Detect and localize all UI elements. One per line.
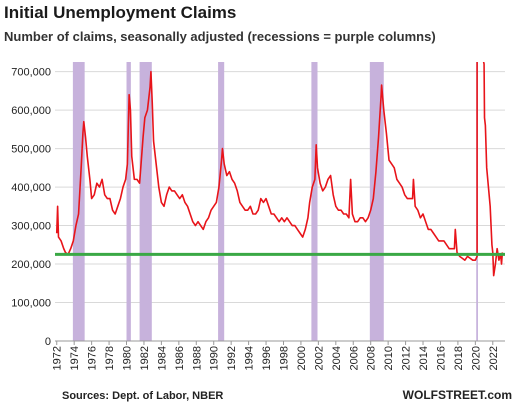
x-tick-label: 2004	[331, 346, 343, 370]
y-tick-label: 700,000	[11, 67, 51, 79]
x-tick-label: 1994	[244, 346, 256, 370]
chart-subtitle: Number of claims, seasonally adjusted (r…	[4, 29, 436, 44]
recession-column	[126, 62, 131, 341]
y-tick-label: 500,000	[11, 144, 51, 156]
x-tick-label: 2010	[383, 346, 395, 370]
x-tick-label: 2008	[366, 346, 378, 370]
x-tick-label: 1976	[87, 346, 99, 370]
x-tick-label: 1996	[261, 346, 273, 370]
x-tick-label: 2022	[488, 346, 500, 370]
x-tick-label: 1988	[191, 346, 203, 370]
x-tick-label: 1980	[122, 346, 134, 370]
source: Sources: Dept. of Labor, NBER	[62, 390, 223, 402]
y-tick-label: 0	[45, 336, 51, 348]
x-tick-label: 2018	[453, 346, 465, 370]
y-tick-label: 400,000	[11, 182, 51, 194]
x-tick-label: 1986	[174, 346, 186, 370]
x-tick-label: 1972	[52, 346, 64, 370]
x-tick-label: 1990	[209, 346, 221, 370]
x-tick-label: 1992	[226, 346, 238, 370]
brand: WOLFSTREET.com	[403, 388, 512, 402]
x-tick-label: 2020	[470, 346, 482, 370]
claims-line	[55, 62, 504, 277]
x-tick-label: 2014	[418, 346, 430, 370]
x-tick-label: 2016	[435, 346, 447, 370]
y-tick-label: 600,000	[11, 105, 51, 117]
x-tick-label: 2012	[401, 346, 413, 370]
recession-column	[311, 62, 318, 341]
x-tick-label: 1998	[278, 346, 290, 370]
x-tick-label: 1974	[69, 346, 81, 370]
x-tick-label: 1982	[139, 346, 151, 370]
recession-column	[369, 62, 384, 341]
recession-column	[139, 62, 152, 341]
y-tick-label: 200,000	[11, 259, 51, 271]
y-tick-label: 300,000	[11, 221, 51, 233]
x-tick-label: 1978	[104, 346, 116, 370]
y-tick-label: 100,000	[11, 298, 51, 310]
x-tick-label: 1984	[156, 346, 168, 370]
recession-column	[218, 62, 225, 341]
x-tick-label: 2000	[296, 346, 308, 370]
chart-title: Initial Unemployment Claims	[4, 3, 236, 22]
x-tick-label: 2002	[313, 346, 325, 370]
x-tick-label: 2006	[348, 346, 360, 370]
